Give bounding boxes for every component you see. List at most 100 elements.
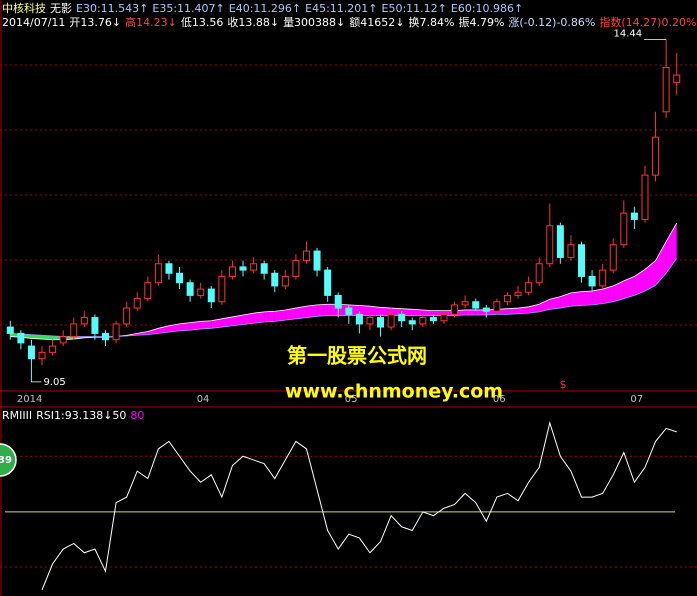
candle-body [260,263,268,274]
high-label: 14.44 [613,29,642,40]
ema-band-segment [264,311,275,322]
candle-body [398,313,406,322]
candle-body [493,301,501,312]
ema-arrow: ↑ [368,2,378,15]
candle-body [186,282,194,296]
ema-arrow: ↑ [514,2,524,15]
ema-band-segment [539,299,550,312]
candle-body [525,282,533,293]
ema-band-segment [137,331,148,336]
quote-item: 低13.56 [180,16,224,29]
candle-body [673,74,681,84]
candle-body [70,323,78,338]
x-tick-label: 06 [493,394,506,405]
candle-body [662,66,670,113]
candle-body [567,244,575,258]
ema-band-segment [602,285,614,304]
rsi-value: 93.138 [64,409,104,422]
ema-band-segment [380,307,392,316]
candle-body [250,263,258,271]
x-tick-label: 05 [345,394,358,405]
ema-band-segment [168,323,180,333]
ema-line [10,222,678,341]
ema-band [10,222,678,341]
ema-name: E45: [305,2,330,15]
ema-band-segment [190,321,201,331]
ema-band-segment [644,260,656,291]
ema-band-segment [369,306,381,316]
x-tick-label: 04 [197,394,210,405]
candle-body [313,250,321,271]
quote-item: 量300388↓ [283,16,346,29]
candle-body [133,298,141,309]
rsi-label: RSI1: [36,409,65,422]
ema-band-segment [518,306,529,314]
candle-body [355,313,363,325]
candle-body [451,304,459,315]
ema-arrow: ↑ [139,2,149,15]
mode: 无影 [50,2,72,15]
candle-body [228,266,236,277]
rsi-panel: 39 [0,420,697,591]
candle-body [641,174,649,220]
ema-band-segment [613,280,624,302]
ema-band-segment [317,304,328,317]
stock-name: 中核科技 [2,2,46,15]
candle-body [17,332,25,344]
ema-arrow: ↑ [437,2,447,15]
ema-name: E40: [228,2,254,15]
rsi-level-label: 80 [130,409,145,422]
ema-band-segment [412,309,423,316]
x-tick-label: 07 [630,394,643,405]
candle-body [440,313,448,322]
ema-value: 11.407 [177,2,216,15]
candle-body [556,225,564,258]
candles [6,39,681,381]
candle-body [38,351,46,360]
ema-name: E35: [152,2,178,15]
quote-item: 涨(-0.12)-0.86% [508,16,596,29]
candle-body [49,345,57,353]
watermark-url: www.chnmoney.com [285,381,503,403]
candle-body [387,313,395,328]
candle-body [652,136,660,176]
ema-band-segment [158,325,169,334]
ema-band-segment [295,306,307,319]
quote-item: 指数(14.27)0.20% [599,16,697,29]
candle-body [59,336,67,344]
ema-line [10,258,678,337]
candle-body [472,301,480,309]
candle-body [419,317,427,325]
ema-band-segment [306,304,318,318]
candle-body [334,294,342,309]
candle-body [91,317,99,334]
x-tick-label: 2014 [17,394,42,405]
ema-band-segment [570,291,582,307]
candle-body [514,291,522,296]
candle-body [101,332,109,341]
quote-item: 换7.84% [408,16,455,29]
candle-body [165,263,173,274]
ema-band-segment [243,313,254,325]
quote-item: 收13.88↓ [227,16,280,29]
quote-item: 开13.76↓ [69,16,122,29]
ema-name: E50: [381,2,407,15]
quote-item: 高14.23↓ [125,16,177,29]
ema-band-segment [623,276,635,299]
candle-body [535,263,543,284]
quote-line: 2014/07/11 开13.76↓ 高14.23↓ 低13.56 收13.88↓ 量30… [2,16,697,30]
ema-band-segment [31,334,43,340]
candle-body [609,244,617,271]
candle-body [207,288,215,303]
candle-body [154,263,162,284]
overlay: 2014 04 05 06 07 14.44 9.05 $ 第一股票公式网 www.chnmone… [17,29,667,405]
candle-body [461,301,469,306]
rsi-header: RMIIII RSI1:93.138↓50 80 [2,409,148,423]
candle-body [366,317,374,325]
candle-body [144,282,152,300]
ema-value: 11.12 [406,2,438,15]
ema-band-segment [253,311,265,324]
candle-body [112,323,120,341]
